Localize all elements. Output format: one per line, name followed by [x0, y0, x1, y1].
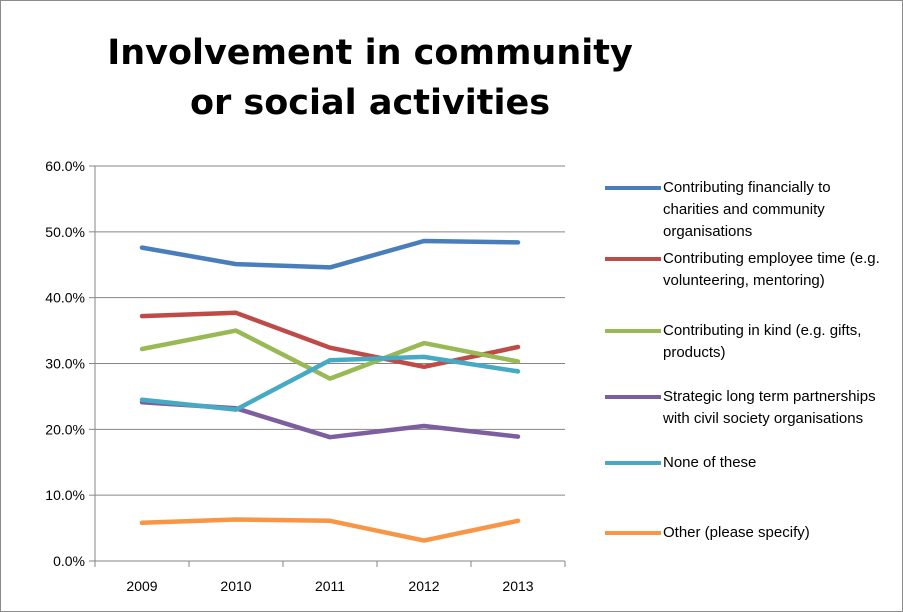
y-tick-label: 20.0%	[45, 421, 85, 437]
series-line-6	[139, 517, 521, 543]
chart-title: Involvement in community or social activ…	[107, 33, 633, 123]
y-tick-label: 0.0%	[53, 553, 85, 569]
y-tick-label: 60.0%	[45, 158, 85, 174]
x-tick-label: 2010	[220, 578, 251, 594]
y-tick-label: 30.0%	[45, 356, 85, 372]
series-line-3	[139, 328, 521, 381]
series-lines	[139, 238, 521, 543]
gridlines	[95, 165, 565, 496]
y-tick-label: 40.0%	[45, 290, 85, 306]
x-tick-label: 2013	[502, 578, 533, 594]
series-line-5	[139, 354, 521, 412]
series-line-1	[139, 238, 521, 270]
x-tick-label: 2012	[408, 578, 439, 594]
y-tick-label: 10.0%	[45, 487, 85, 503]
x-tick-label: 2009	[126, 578, 157, 594]
y-tick-label: 50.0%	[45, 224, 85, 240]
axes: 0.0% 10.0% 20.0% 30.0% 40.0% 50.0% 60.0% 2009 20…	[45, 158, 566, 594]
x-tick-label: 2011	[315, 578, 345, 594]
